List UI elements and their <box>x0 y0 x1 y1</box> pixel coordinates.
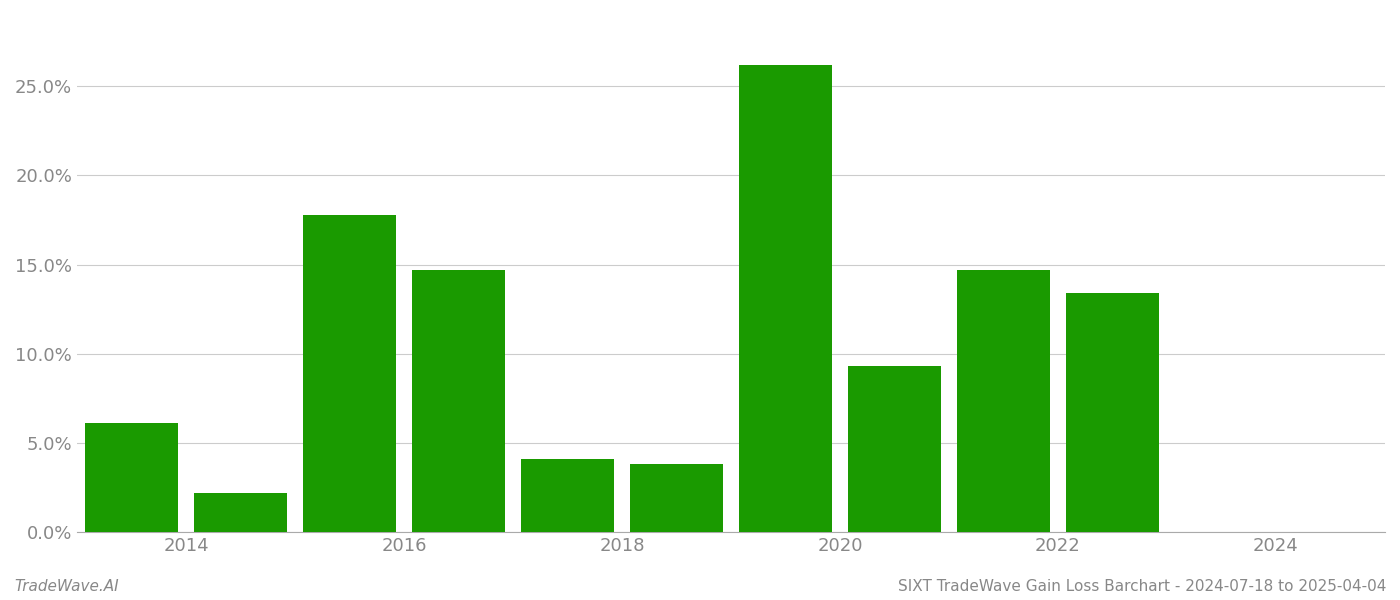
Bar <box>521 459 613 532</box>
Bar <box>1067 293 1159 532</box>
Text: TradeWave.AI: TradeWave.AI <box>14 579 119 594</box>
Bar <box>739 65 832 532</box>
Bar <box>304 215 396 532</box>
Bar <box>195 493 287 532</box>
Bar <box>412 270 505 532</box>
Bar <box>958 270 1050 532</box>
Text: SIXT TradeWave Gain Loss Barchart - 2024-07-18 to 2025-04-04: SIXT TradeWave Gain Loss Barchart - 2024… <box>897 579 1386 594</box>
Bar <box>630 464 722 532</box>
Bar <box>848 366 941 532</box>
Bar <box>85 424 178 532</box>
